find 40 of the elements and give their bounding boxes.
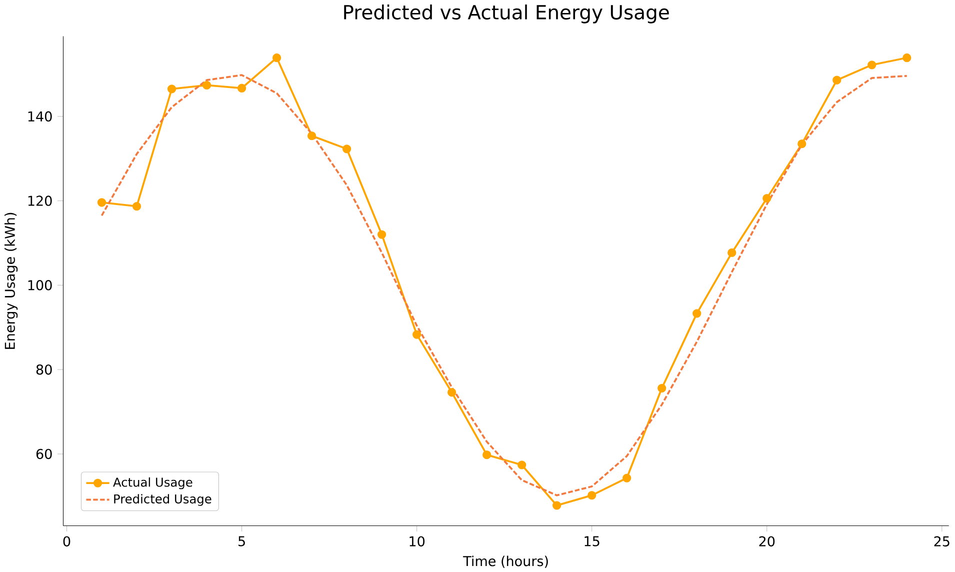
point (832, 76, 842, 84)
x-tick-label: 5 (238, 536, 245, 546)
point (762, 194, 772, 202)
legend-label: Predicted Usage (114, 494, 212, 506)
point (552, 500, 562, 510)
point (97, 198, 106, 207)
y-tick-label: 140 (28, 111, 52, 122)
x-tick-label: 10 (410, 536, 425, 546)
point (692, 308, 702, 318)
x-tick-label: 0 (63, 536, 70, 546)
point (272, 53, 282, 62)
point (798, 139, 806, 148)
y-tick-label: 80 (36, 364, 52, 375)
point (622, 474, 632, 482)
x-tick-label: 15 (584, 536, 600, 546)
y-tick-label: 100 (28, 280, 52, 290)
y-tick-label: 60 (36, 448, 52, 459)
x-tick-label: 25 (934, 536, 950, 546)
point (342, 144, 352, 154)
x-axis-title: Time (hours) (463, 556, 548, 568)
point (377, 230, 386, 239)
point (482, 450, 492, 459)
point (307, 131, 316, 140)
point (588, 490, 596, 500)
legend-label: Actual Usage (113, 477, 192, 489)
point (167, 84, 176, 94)
point (132, 202, 142, 210)
point (412, 330, 422, 339)
y-axis-title: Energy Usage (kWh) (4, 212, 18, 349)
point (728, 248, 736, 257)
point (868, 60, 876, 70)
chart-title: Predicted vs Actual Energy Usage (344, 4, 669, 24)
y-tick-label: 120 (28, 196, 52, 206)
point (517, 460, 526, 470)
x-tick-label: 20 (759, 536, 775, 546)
point (237, 84, 246, 92)
point (658, 384, 666, 392)
point (202, 80, 212, 90)
point (902, 53, 912, 62)
point (447, 388, 456, 397)
